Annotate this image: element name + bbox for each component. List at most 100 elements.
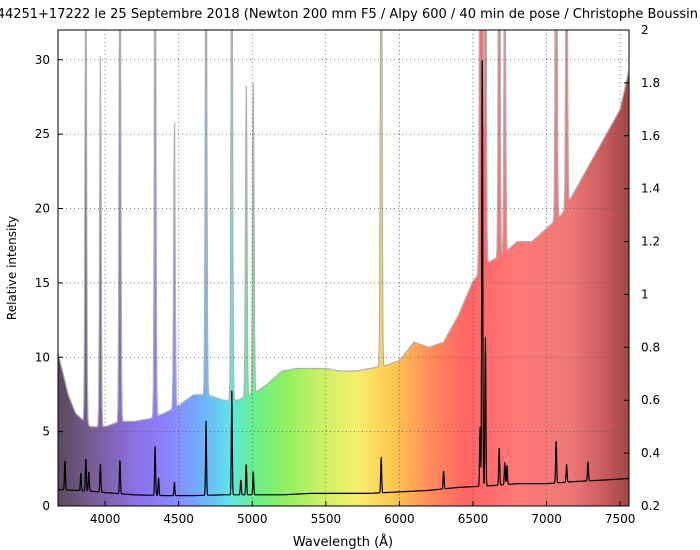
spectrum-band-strip [494, 30, 497, 506]
spectrum-band-strip [594, 30, 597, 506]
spectrum-band-strip [618, 30, 621, 506]
x-axis-label: Wavelength (Å) [293, 534, 393, 550]
spectrum-band-strip [546, 30, 549, 506]
spectrum-band-strip [600, 30, 603, 506]
x-tick-label: 5500 [311, 512, 342, 526]
spectrum-band-strip [516, 30, 519, 506]
y2-tick-label: 1.4 [641, 182, 660, 196]
spectrum-band-strip [602, 30, 605, 506]
spectrum-band-strip [510, 30, 513, 506]
y2-tick-label: 1 [641, 287, 649, 301]
spectrum-band-strip [604, 30, 607, 506]
spectrum-band-strip [626, 30, 629, 506]
y-tick-label: 25 [35, 127, 50, 141]
spectrum-band-strip [534, 30, 537, 506]
spectrum-band-strip [524, 30, 527, 506]
spectrum-band-strip [532, 30, 535, 506]
y-tick-label: 15 [35, 276, 50, 290]
plot-frame [57, 29, 630, 507]
y-tick-label: 5 [42, 425, 50, 439]
y2-tick-label: 1.8 [641, 76, 660, 90]
spectrum-band-strip [614, 30, 617, 506]
spectrum-band-strip [542, 30, 545, 506]
y2-tick-label: 0.6 [641, 393, 660, 407]
spectrum-band-strip [568, 30, 571, 506]
spectrum-band-strip [578, 30, 581, 506]
spectrum-band-strip [566, 30, 569, 506]
spectrum-band-strip [484, 30, 487, 506]
spectrum-band-strip [486, 30, 489, 506]
spectrum-band-strip [230, 30, 233, 506]
spectrum-band-strip [380, 30, 383, 506]
spectrum-band-strip [252, 30, 255, 506]
spectrum-band-strip [536, 30, 539, 506]
series-right-axis [58, 30, 629, 428]
spectrum-band-strip [590, 30, 593, 506]
spectrum-band-strip [538, 30, 541, 506]
spectrum-band-strip [576, 30, 579, 506]
spectrum-band-strip [522, 30, 525, 506]
x-tick-label: 5000 [237, 512, 268, 526]
spectrum-band-strip [588, 30, 591, 506]
spectrum-band-strip [616, 30, 619, 506]
spectrum-band-strip [606, 30, 609, 506]
spectrum-band-strip [558, 30, 561, 506]
spectrum-band-strip [518, 30, 521, 506]
spectrum-band-strip [592, 30, 595, 506]
spectrum-band-strip [154, 30, 157, 506]
chart-title: J19544251+17222 le 25 Septembre 2018 (Ne… [0, 7, 698, 22]
spectrum-band-strip [526, 30, 529, 506]
spectrum-band-strip [508, 30, 511, 506]
spectrum-band-strip [500, 30, 503, 506]
spectrum-band-strip [514, 30, 517, 506]
spectrum-band-strip [540, 30, 543, 506]
spectrum-band-strip [498, 30, 501, 506]
spectrum-band-strip [612, 30, 615, 506]
spectrum-band-strip [610, 30, 613, 506]
series-line-left [58, 60, 629, 497]
grid-lines [58, 30, 629, 506]
y-tick-label: 10 [35, 350, 50, 364]
spectrum-band-strip [580, 30, 583, 506]
y-tick-label: 20 [35, 202, 50, 216]
y2-axis-ticks: 0.2 0.4 0.6 0.8 1 1.2 1.4 1.6 1.8 2 [624, 23, 660, 513]
spectrum-band-strip [582, 30, 585, 506]
spectrum-band-strip [562, 30, 565, 506]
y2-tick-label: 1.2 [641, 235, 660, 249]
spectrum-band-strip [552, 30, 555, 506]
spectrum-band-strip [596, 30, 599, 506]
y2-tick-label: 0.4 [641, 446, 660, 460]
spectrum-band-strip [620, 30, 623, 506]
spectrum-band-strip [572, 30, 575, 506]
spectrum-band-strip [622, 30, 625, 506]
spectrum-band-strip [554, 30, 557, 506]
spectrum-band-strip [584, 30, 587, 506]
x-tick-label: 7500 [605, 512, 636, 526]
spectrum-band-strip [624, 30, 627, 506]
x-axis-ticks: 4000 4500 5000 5500 6000 6500 7000 7500 [90, 501, 636, 526]
spectrum-band-strip [530, 30, 533, 506]
spectrum-band-strip [520, 30, 523, 506]
spectrum-band-strip [506, 30, 509, 506]
spectrum-band-strip [492, 30, 495, 506]
y-axis-label: Relative intensity [5, 216, 19, 320]
y2-tick-label: 0.2 [641, 499, 660, 513]
y-tick-label: 0 [42, 499, 50, 513]
x-tick-label: 4500 [163, 512, 194, 526]
y-axis-ticks: 0 5 10 15 20 25 30 [35, 53, 63, 513]
y-tick-label: 30 [35, 53, 50, 67]
area-above-series [58, 30, 629, 427]
spectrum-band-strip [560, 30, 563, 506]
y2-tick-label: 2 [641, 23, 649, 37]
spectrum-band-strip [574, 30, 577, 506]
spectrum-band-strip [502, 30, 505, 506]
spectrum-band-strip [608, 30, 611, 506]
spectrum-band-strip [570, 30, 573, 506]
spectrum-band-strip [556, 30, 559, 506]
series-line-right [58, 30, 629, 428]
spectrum-band-strip [512, 30, 515, 506]
spectrum-band-strip [496, 30, 499, 506]
x-tick-label: 6500 [458, 512, 489, 526]
x-tick-label: 6000 [384, 512, 415, 526]
